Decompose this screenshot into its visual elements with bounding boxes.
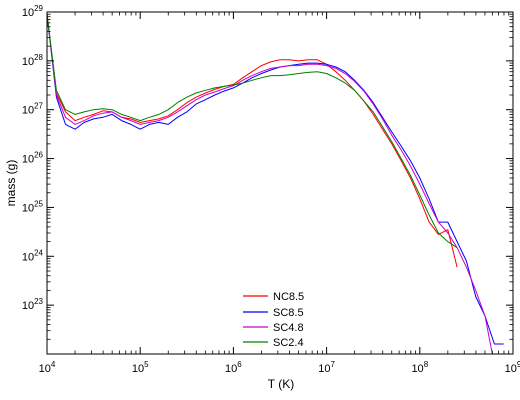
x-tick-label: 107 — [318, 360, 335, 375]
legend-label-sc48: SC4.8 — [273, 322, 304, 334]
x-tick-label: 106 — [225, 360, 242, 375]
legend-item-sc24: SC2.4 — [243, 337, 304, 349]
y-tick-label: 1029 — [22, 4, 44, 19]
x-tick-label: 109 — [505, 360, 520, 375]
legend-item-sc85: SC8.5 — [243, 307, 304, 319]
legend-item-sc48: SC4.8 — [243, 322, 304, 334]
series-line-1 — [47, 14, 504, 345]
y-tick-label: 1028 — [22, 53, 44, 68]
y-tick-label: 1024 — [22, 248, 44, 263]
y-tick-label: 1027 — [22, 102, 44, 117]
x-tick-label: 108 — [411, 360, 428, 375]
x-tick-label: 105 — [132, 360, 149, 375]
legend-label-nc85: NC8.5 — [273, 291, 304, 303]
x-axis-label: T (K) — [268, 377, 294, 391]
legend-label-sc24: SC2.4 — [273, 337, 304, 349]
legend-item-nc85: NC8.5 — [243, 291, 304, 303]
plot-frame — [46, 11, 514, 355]
series-line-3 — [47, 14, 458, 249]
y-tick-label: 1026 — [22, 151, 44, 166]
y-tick-label: 1025 — [22, 199, 44, 214]
legend-label-sc85: SC8.5 — [273, 307, 304, 319]
legend: NC8.5 SC8.5 SC4.8 SC2.4 — [243, 291, 304, 349]
x-tick-label: 104 — [39, 360, 56, 375]
y-axis-label: mass (g) — [4, 160, 18, 207]
series-line-2 — [47, 14, 493, 354]
y-tick-label: 1023 — [22, 297, 44, 312]
